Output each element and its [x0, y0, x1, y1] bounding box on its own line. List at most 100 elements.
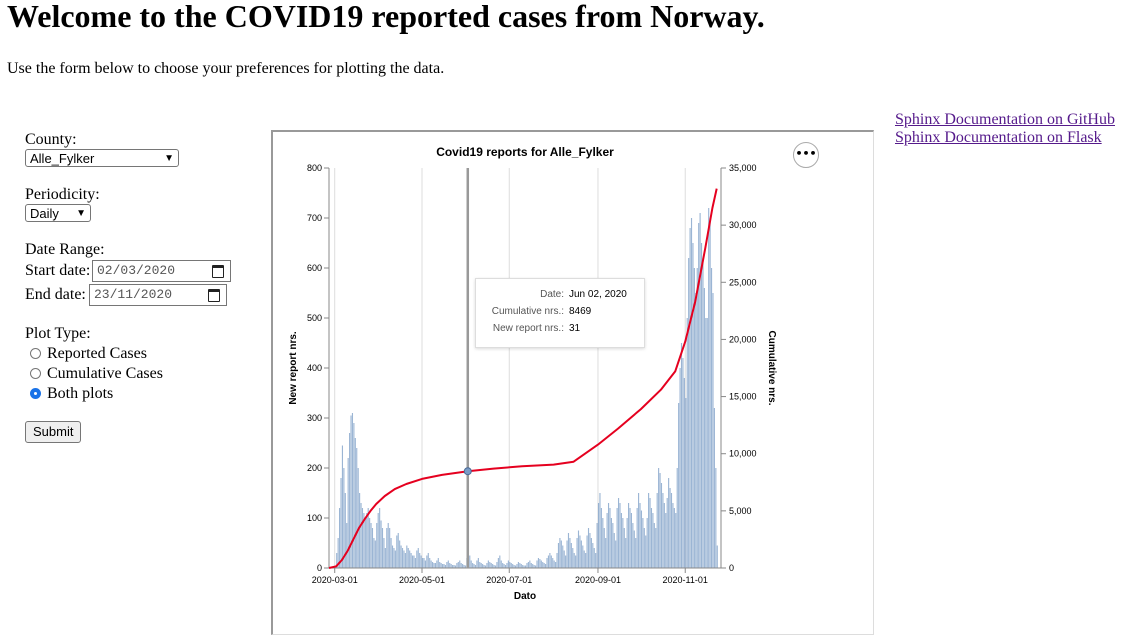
bar: [406, 545, 408, 568]
bar: [683, 378, 685, 568]
bar: [517, 562, 519, 568]
bar: [444, 565, 447, 568]
bar: [424, 560, 426, 568]
x-tick-label: 2020-03-01: [312, 575, 358, 585]
bar: [429, 558, 431, 568]
bar: [439, 562, 441, 568]
bar: [616, 508, 618, 568]
submit-button[interactable]: Submit: [25, 421, 82, 443]
bar: [376, 523, 378, 568]
bar: [703, 288, 705, 568]
sphinx-github-link[interactable]: Sphinx Documentation on GitHub: [895, 111, 1115, 128]
bar: [506, 563, 508, 568]
bar: [407, 548, 409, 568]
bar: [540, 560, 542, 568]
sphinx-flask-link[interactable]: Sphinx Documentation on Flask: [895, 129, 1102, 146]
county-select-value: Alle_Fylker: [30, 151, 95, 166]
bar: [499, 555, 501, 568]
bar: [612, 523, 614, 568]
bar: [426, 555, 428, 568]
bar: [507, 560, 509, 568]
intro-text: Use the form below to choose your prefer…: [7, 60, 445, 77]
bar: [452, 565, 454, 568]
county-label: County:: [25, 131, 77, 148]
bar: [640, 510, 643, 568]
bar: [514, 565, 517, 568]
tooltip-new-label: New report nrs.:: [492, 323, 564, 334]
bar: [709, 218, 711, 568]
bar: [695, 293, 697, 568]
bar: [570, 543, 572, 568]
bar: [417, 548, 419, 568]
bar: [340, 478, 342, 568]
bar: [401, 548, 404, 568]
bar: [658, 468, 660, 568]
tooltip-date-value: Jun 02, 2020: [569, 289, 627, 300]
ellipsis-icon: •••: [795, 147, 817, 160]
bar: [582, 545, 584, 568]
bar: [607, 503, 610, 568]
end-date-input[interactable]: 23/11/2020: [89, 284, 227, 306]
bar: [656, 493, 658, 568]
plot-option-both[interactable]: Both plots: [30, 385, 113, 403]
bar: [590, 538, 592, 568]
bar: [530, 563, 532, 568]
y-tick-label: 700: [307, 213, 322, 223]
bar: [364, 518, 366, 568]
plot-option-cumulative[interactable]: Cumulative Cases: [30, 365, 163, 383]
bar: [403, 550, 405, 568]
periodicity-select[interactable]: Daily ▼: [25, 204, 91, 222]
bar: [462, 564, 464, 568]
bar: [615, 540, 617, 568]
bar: [622, 518, 624, 568]
bar: [702, 258, 704, 568]
bar: [343, 468, 345, 568]
calendar-icon[interactable]: [208, 289, 220, 302]
bar: [698, 223, 700, 568]
radio-reported-cases[interactable]: [30, 348, 41, 359]
bar: [347, 458, 349, 568]
plot-option-reported[interactable]: Reported Cases: [30, 345, 147, 363]
bar: [566, 540, 568, 568]
bar: [411, 555, 414, 568]
radio-both-plots[interactable]: [30, 388, 41, 399]
bar: [585, 553, 587, 568]
chart-actions-button[interactable]: •••: [793, 142, 819, 168]
bar: [645, 535, 647, 568]
radio-cumulative-cases[interactable]: [30, 368, 41, 379]
y-tick-label: 300: [307, 413, 322, 423]
bar: [575, 555, 577, 568]
bar: [669, 488, 671, 568]
bar: [638, 493, 640, 568]
bar: [555, 562, 557, 568]
bar: [673, 508, 675, 568]
bar: [549, 553, 551, 568]
bar: [472, 563, 474, 568]
bar: [635, 538, 637, 568]
calendar-icon[interactable]: [212, 265, 224, 278]
bar: [486, 563, 488, 568]
bar: [596, 523, 598, 568]
bar: [430, 560, 432, 568]
bar: [556, 553, 558, 568]
bar: [434, 563, 436, 568]
bar: [454, 565, 457, 568]
bar: [543, 563, 545, 568]
bar: [589, 533, 591, 568]
start-date-input[interactable]: 02/03/2020: [92, 260, 231, 282]
bar: [617, 498, 620, 568]
bar: [660, 483, 663, 568]
chevron-down-icon: ▼: [76, 208, 86, 219]
bar: [416, 550, 418, 568]
bar: [359, 493, 361, 568]
bar: [357, 468, 359, 568]
bar: [619, 503, 621, 568]
bar: [453, 565, 455, 568]
county-select[interactable]: Alle_Fylker ▼: [25, 149, 179, 167]
bar: [533, 565, 535, 568]
end-date-label: End date:: [25, 286, 86, 303]
bar: [457, 562, 459, 568]
bar: [545, 564, 547, 568]
bar: [539, 559, 541, 568]
bar: [374, 540, 376, 568]
